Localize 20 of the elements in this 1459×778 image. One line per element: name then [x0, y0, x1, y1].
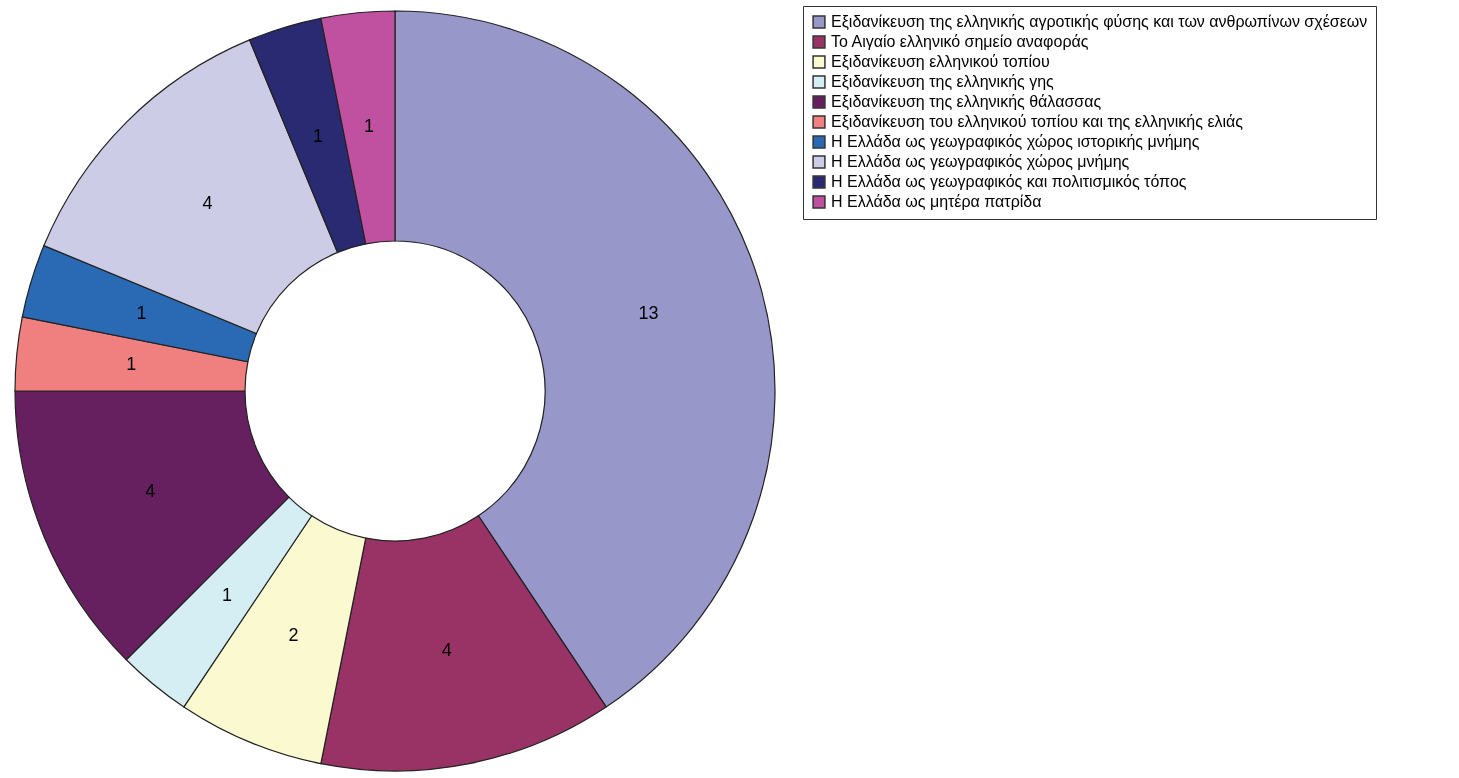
data-label: 1 — [221, 584, 232, 605]
data-label: 4 — [202, 192, 213, 213]
data-label: 4 — [441, 639, 452, 660]
legend-label: Εξιδανίκευση του ελληνικού τοπίου και της ελληνικής ελιάς — [831, 113, 1244, 131]
data-label: 1 — [136, 303, 147, 324]
legend-label: Η Ελλάδα ως γεωγραφικός χώρος μνήμης — [831, 153, 1130, 170]
legend-label: Η Ελλάδα ως γεωγραφικός και πολιτισμικός τόπος — [831, 173, 1187, 190]
legend-label: Εξιδανίκευση της ελληνικής θάλασσας — [831, 93, 1102, 111]
legend-label: Η Ελλάδα ως μητέρα πατρίδα — [831, 193, 1042, 210]
data-label: 1 — [313, 126, 324, 147]
legend-label: Εξιδανίκευση της ελληνικής αγροτικής φύσης και των ανθρωπίνων σχέσεων — [831, 13, 1368, 31]
legend-label: Εξιδανίκευση της ελληνικής γης — [831, 73, 1055, 91]
data-label: 13 — [638, 303, 659, 324]
data-label: 4 — [145, 481, 156, 502]
legend-label: Η Ελλάδα ως γεωγραφικός χώρος ιστορικής μνήμης — [831, 133, 1200, 150]
legend-label: Το Αιγαίο ελληνικό σημείο αναφοράς — [831, 33, 1089, 50]
data-label: 1 — [364, 116, 375, 137]
data-label: 1 — [126, 354, 137, 375]
legend-label: Εξιδανίκευση ελληνικού τοπίου — [831, 53, 1050, 71]
data-label: 2 — [288, 624, 299, 645]
